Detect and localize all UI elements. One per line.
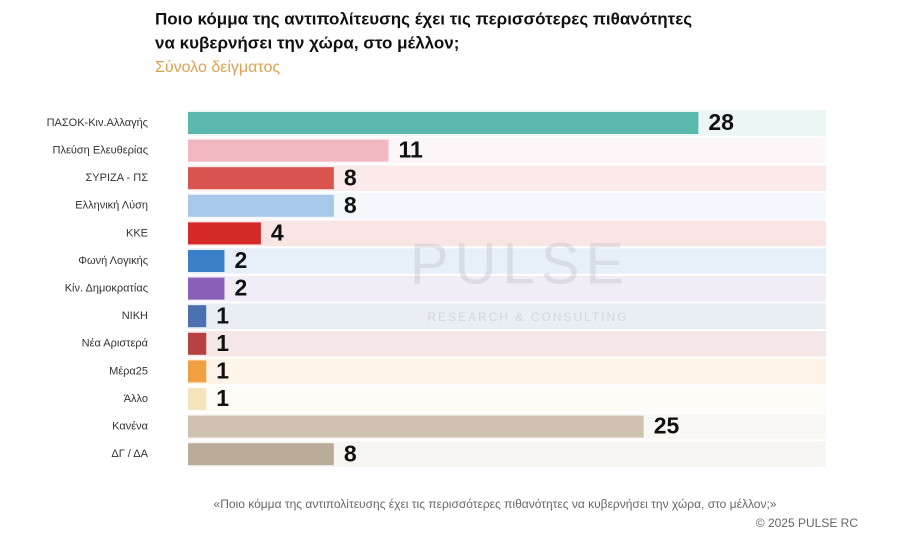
bar xyxy=(188,167,334,190)
chart-title: να κυβερνήσει την χώρα, στο μέλλον; xyxy=(155,33,459,52)
watermark: PULSE xyxy=(410,231,630,296)
category-label: Ελληνική Λύση xyxy=(75,200,148,212)
bar xyxy=(188,305,207,328)
bar xyxy=(188,277,225,300)
bar xyxy=(188,388,207,410)
category-label: Άλλο xyxy=(124,393,148,405)
category-label: Κίν. Δημοκρατίας xyxy=(65,283,148,295)
category-label: Πλεύση Ελευθερίας xyxy=(53,145,148,157)
value-label: 8 xyxy=(344,164,357,190)
value-label: 11 xyxy=(399,137,424,163)
bar xyxy=(188,443,334,466)
footnote: «Ποιο κόμμα της αντιπολίτευσης έχει τις … xyxy=(214,497,777,511)
value-label: 2 xyxy=(234,275,247,301)
watermark: RESEARCH & CONSULTING xyxy=(427,310,628,324)
row-band xyxy=(188,220,826,247)
category-label: ΝΙΚΗ xyxy=(122,310,148,322)
row-band xyxy=(188,275,826,302)
bar xyxy=(188,139,389,162)
value-label: 1 xyxy=(216,385,229,411)
category-label: Νέα Αριστερά xyxy=(82,338,149,350)
row-band xyxy=(188,331,826,357)
category-label: Κανένα xyxy=(112,421,148,433)
bar xyxy=(188,360,207,383)
value-label: 4 xyxy=(271,219,284,245)
value-label: 1 xyxy=(216,330,229,356)
bar xyxy=(188,194,334,217)
bar xyxy=(188,250,225,272)
row-band xyxy=(188,386,826,412)
bar xyxy=(188,332,207,355)
value-label: 1 xyxy=(216,357,229,383)
chart-subtitle: Σύνολο δείγματος xyxy=(155,59,280,76)
category-label: ΣΥΡΙΖΑ - ΠΣ xyxy=(86,172,149,184)
category-label: Μέρα25 xyxy=(109,365,148,377)
value-label: 25 xyxy=(654,413,680,439)
category-label: ΚΚΕ xyxy=(126,227,148,239)
category-label: ΠΑΣΟΚ-Κιν.Αλλαγής xyxy=(47,117,148,129)
category-label: ΔΓ / ΔΑ xyxy=(111,448,148,460)
chart-title: Ποιο κόμμα της αντιπολίτευσης έχει τις π… xyxy=(155,9,692,28)
value-label: 2 xyxy=(234,247,247,273)
value-label: 8 xyxy=(344,192,357,218)
bar xyxy=(188,222,261,245)
bar xyxy=(188,415,644,438)
copyright: © 2025 PULSE RC xyxy=(756,516,859,530)
row-band xyxy=(188,248,826,274)
value-label: 1 xyxy=(216,302,229,328)
category-label: Φωνή Λογικής xyxy=(78,255,148,267)
bar xyxy=(188,112,699,134)
value-label: 8 xyxy=(344,440,357,466)
value-label: 28 xyxy=(708,109,734,135)
row-band xyxy=(188,303,826,329)
row-band xyxy=(188,358,826,385)
